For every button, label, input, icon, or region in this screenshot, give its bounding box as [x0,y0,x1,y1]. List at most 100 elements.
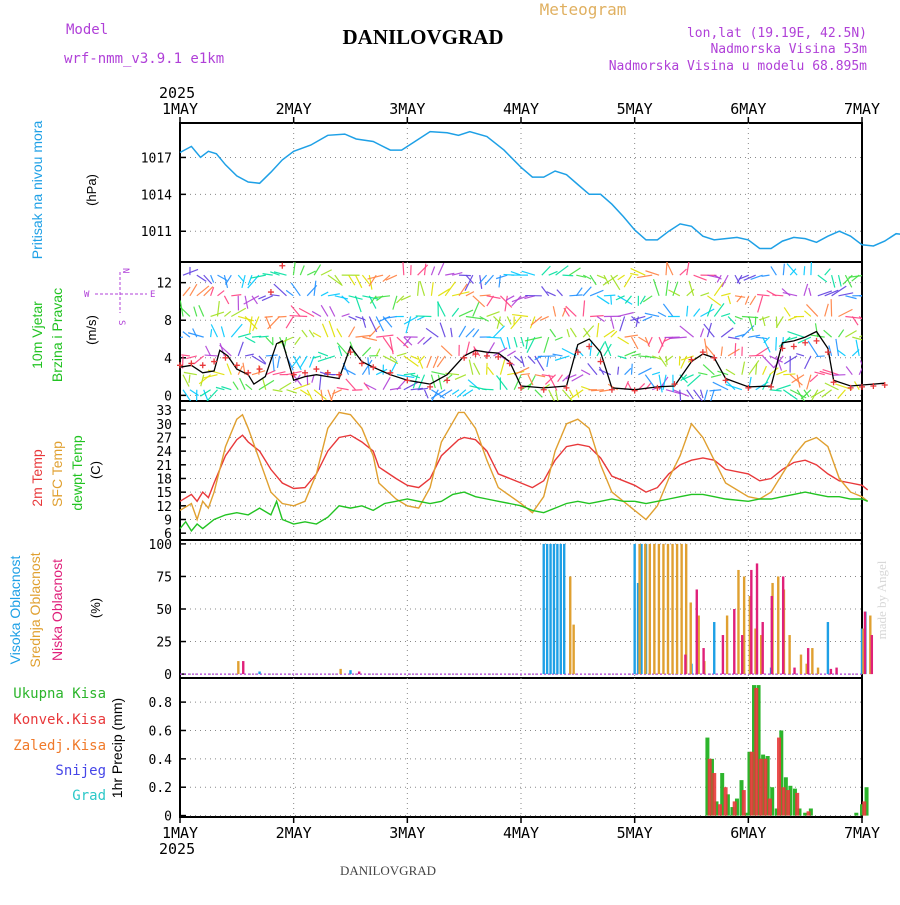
wind-arrow-icon [735,343,736,356]
mid-cloud-bar [572,625,574,674]
wind-arrow-icon [231,295,241,296]
model-name: wrf-nmm_v3.9.1 e1km [64,51,224,67]
mid-cloud-bar [667,544,669,674]
wind-arrow-icon [290,316,308,317]
wind-arrow-icon [750,296,756,305]
wind-arrow-icon [280,383,292,390]
wind-arrow-icon [266,337,273,345]
wind-arrow-icon [190,284,197,296]
gust-point [313,366,319,372]
wind-arrow-icon [771,266,777,275]
wind-arrow-icon [538,356,556,357]
legend-conv-rain: Konvek.Kisa [13,712,106,728]
wind-arrow-icon [390,388,401,390]
mid-cloud-bar [569,576,571,674]
mid-cloud-bar [800,655,802,675]
high-cloud-bar [546,544,548,674]
wind-arrow-icon [788,332,804,338]
wind-arrow-icon [856,340,859,356]
wind-arrow-icon [588,363,597,374]
wind-arrow-icon [404,373,415,374]
conv-precip-bar [763,759,767,816]
wind-arrow-icon [735,296,745,297]
gust-point [404,377,410,383]
mid-cloud-bar [685,544,687,674]
wind-arrow-icon [425,390,429,399]
pressure-ylabel: Pritisak na nivou mora [29,121,45,260]
low-cloud-bar [756,563,758,674]
mid-cloud-bar [653,544,655,674]
wind-arrow-icon [547,356,549,367]
wind-arrow-icon [563,275,574,276]
wind-arrow-icon [309,330,314,337]
meteogram-label: Meteogram [540,0,627,19]
wind-arrow-icon [597,323,599,337]
wind-arrow-icon [318,356,335,362]
wind-arrow-icon [224,311,230,316]
mid-cloud-bar [671,544,673,674]
high-cloud-bar [543,544,545,674]
wind-arrow-icon [184,372,197,374]
wind-arrow-icon [314,390,326,400]
wind-arrow-icon [742,362,745,375]
low-cloud-ylabel: Niska Oblacnost [49,559,65,661]
wind-arrow-icon [839,275,842,286]
mid-cloud-bar [788,635,790,674]
wind-arrow-icon [181,355,190,356]
wind-arrow-icon [704,324,715,337]
wind-arrow-icon [701,328,704,337]
wind-arrow-icon [295,337,301,345]
wind-arrow-icon [526,337,528,349]
conv-precip-bar [724,787,728,815]
wind-arrow-icon [431,266,434,275]
wind-arrow-icon [638,368,651,375]
wind-arrow-icon [722,275,728,287]
wind-arrow-icon [713,382,728,390]
wind-arrow-icon [839,309,853,316]
mid-cloud-bar [658,544,660,674]
legend-total-rain: Ukupna Kisa [13,686,106,702]
wind-arrow-icon [535,390,542,398]
wind-arrow-icon [291,283,300,296]
wind-arrow-icon [512,315,528,317]
wind-arrow-icon [709,390,721,391]
wind-arrow-icon [698,373,707,375]
wind-arrow-icon [796,354,804,356]
wind-arrow-icon [211,329,212,337]
low-cloud-bar [242,661,244,674]
wind-arrow-icon [507,351,515,356]
wind-arrow-icon [825,269,831,276]
wind-arrow-icon [756,337,767,338]
wind-arrow-icon [735,316,743,319]
wind-arrow-icon [496,375,507,389]
wind-arrow-icon [618,367,619,375]
wind-arrow-icon [438,263,443,275]
conv-precip-bar [718,804,722,815]
high-cloud-bar [553,544,555,674]
mid-cloud-ylabel: Srednja Oblacnost [27,552,43,667]
ytick-label: 27 [156,431,172,446]
wind-arrow-icon [425,264,426,276]
ytick-label: 0.8 [149,696,172,711]
wind-arrow-icon [759,316,769,319]
ytick-label: 75 [156,570,172,585]
wind-arrow-icon [431,372,445,375]
gust-point [279,263,285,269]
wind-arrow-icon [346,379,356,390]
wind-arrow-icon [362,316,365,327]
ytick-label: 0.2 [149,781,172,796]
wind-arrow-icon [445,282,455,296]
mid-cloud-bar [817,668,819,675]
wind-arrow-icon [784,307,790,316]
wind-arrow-icon [426,328,438,337]
wind-arrow-icon [839,330,844,338]
wind-arrow-icon [542,286,549,295]
ytick-label: 30 [156,418,172,433]
wind-arrow-icon [197,286,209,296]
wind-arrow-icon [704,390,707,401]
wind-arrow-icon [404,356,419,366]
temp-unit: (C) [88,461,103,479]
wind-arrow-icon [809,288,811,296]
gust-point [268,289,274,295]
wind-arrow-icon [329,321,335,337]
